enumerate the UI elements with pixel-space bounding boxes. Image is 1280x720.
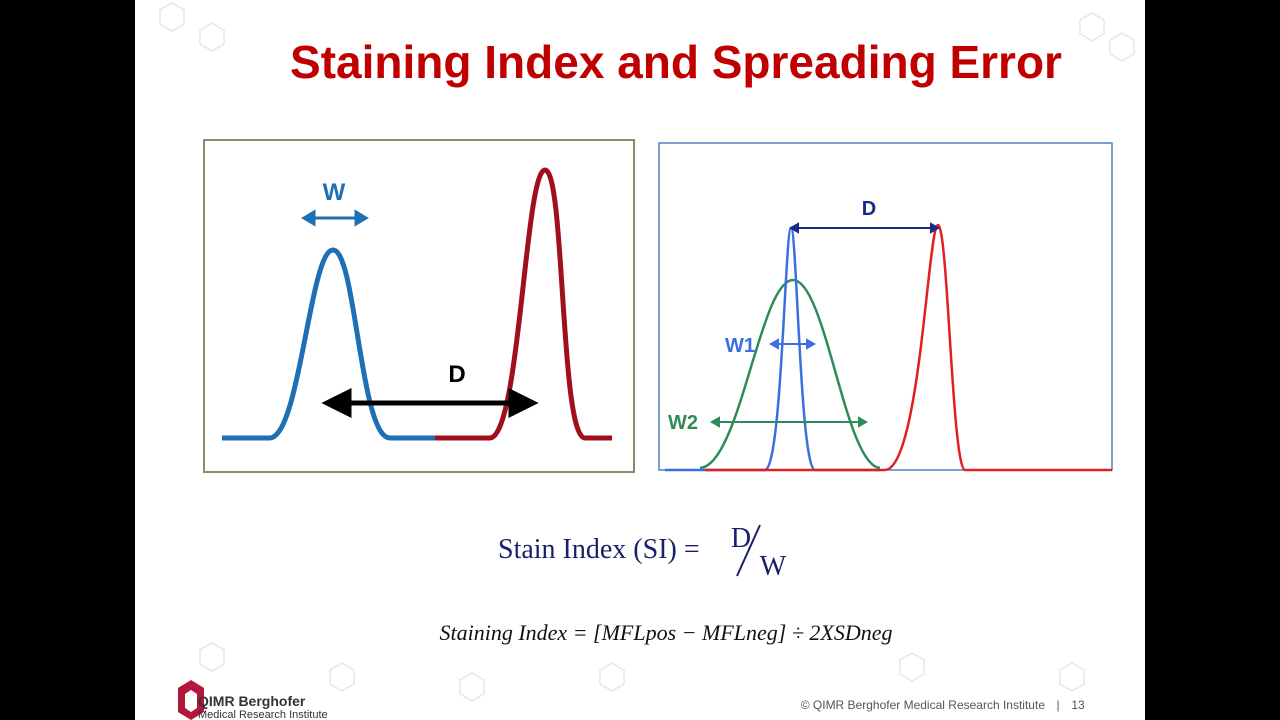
formula-slash: [736, 524, 761, 577]
spread-curve: [699, 278, 881, 470]
logo-subtitle: Medical Research Institute: [198, 709, 328, 720]
formula-denominator: W: [760, 551, 787, 582]
slide-title: Staining Index and Spreading Error: [290, 36, 1062, 88]
w2-arrow: [709, 416, 869, 428]
formula-lhs: Stain Index (SI) =: [498, 534, 700, 565]
right-diagram-frame: [658, 142, 1113, 471]
left-diagram-frame: [203, 139, 635, 473]
d-arrow-right: [788, 222, 941, 234]
d-arrow: [321, 387, 539, 419]
copyright: © QIMR Berghofer Medical Research Instit…: [801, 698, 1046, 712]
d-label-right: D: [862, 198, 876, 220]
footer-separator: |: [1056, 698, 1059, 712]
formula-numerator: D: [731, 523, 751, 554]
w-arrow: [301, 209, 369, 227]
positive-curve-right: [705, 223, 1112, 472]
d-label: D: [448, 361, 465, 388]
w1-label: W1: [725, 335, 755, 357]
positive-curve: [435, 167, 612, 441]
w2-label: W2: [668, 412, 698, 434]
logo-mark-inner: [185, 690, 197, 712]
formula-expanded: Staining Index = [MFLpos − MFLneg] ÷ 2XS…: [440, 620, 893, 645]
w1-arrow: [768, 338, 817, 350]
logo-name: QIMR Berghofer: [198, 693, 306, 709]
w-label: W: [323, 179, 346, 206]
page-number: 13: [1071, 698, 1085, 712]
hex-pattern: [159, 2, 1135, 702]
